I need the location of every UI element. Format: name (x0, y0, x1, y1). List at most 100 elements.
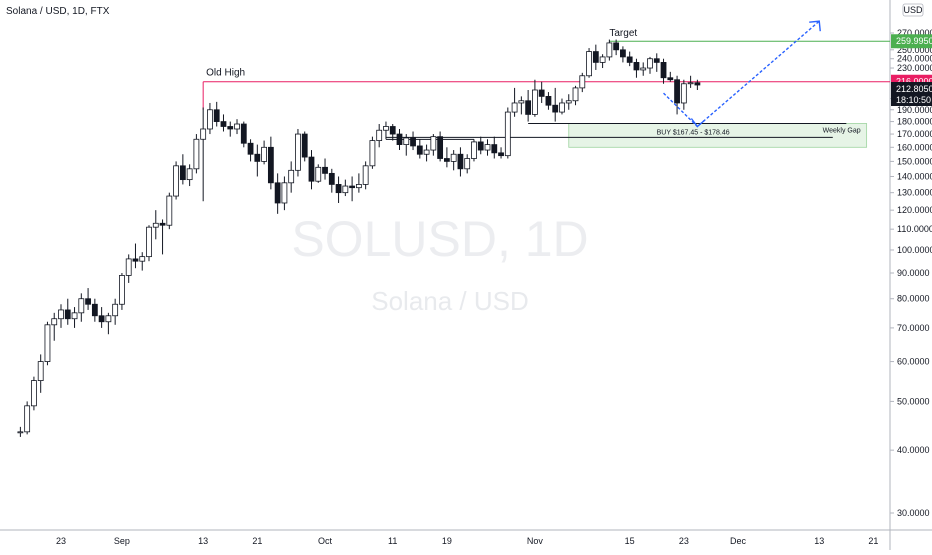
time-tick-label: 23 (679, 536, 689, 546)
price-tick-label: 170.0000 (897, 129, 932, 139)
candle-body (423, 149, 430, 155)
projection-path[interactable] (663, 20, 821, 128)
candle-body (538, 89, 545, 97)
buy-zone-label: BUY $167.45 - $178.46 (657, 129, 730, 136)
candle (504, 107, 511, 159)
candle-body (186, 168, 193, 181)
watermark-ticker: SOLUSD, 1D (291, 211, 588, 267)
candle-body (667, 77, 674, 81)
price-tick-label: 50.0000 (897, 396, 930, 406)
candle-body (288, 169, 295, 184)
candle (31, 376, 37, 411)
candle (626, 51, 633, 67)
candle (64, 298, 71, 325)
candle (207, 102, 213, 135)
candle (173, 161, 179, 200)
price-tick-label: 140.0000 (897, 171, 932, 181)
candle-body (295, 133, 301, 171)
candle-body (125, 258, 132, 276)
candle (450, 150, 457, 171)
candle (680, 79, 687, 110)
time-tick-label: 13 (198, 536, 208, 546)
candle-body (281, 182, 288, 204)
target-price-tag-bg (891, 34, 932, 49)
bar-countdown: 18:10:50 (896, 95, 931, 105)
candle-body (443, 158, 450, 162)
candle-body (322, 166, 328, 174)
candle-body (139, 256, 146, 262)
candle-body (78, 298, 85, 314)
candle (640, 62, 647, 76)
candle (37, 354, 44, 393)
candle-body (559, 102, 565, 113)
candle-body (254, 153, 261, 162)
candle-body (552, 104, 559, 113)
currency-badge[interactable] (902, 3, 924, 17)
candle-body (105, 315, 112, 323)
candle-body (376, 129, 383, 141)
candle-body (220, 121, 227, 127)
candle (322, 158, 328, 180)
last-price-tag-bg (891, 82, 932, 107)
candle (328, 168, 335, 193)
time-tick-label: 21 (252, 536, 262, 546)
candle (234, 119, 240, 135)
time-tick-label: 11 (388, 536, 397, 546)
candle (17, 426, 24, 437)
time-tick-label: 23 (56, 536, 66, 546)
candle (355, 173, 362, 193)
candle (335, 176, 342, 203)
candle (660, 58, 667, 84)
candle (484, 139, 491, 156)
candle (525, 89, 532, 122)
candle-body (416, 145, 423, 155)
candle-body (44, 324, 51, 362)
candle-body (132, 258, 139, 262)
price-tick-label: 180.0000 (897, 117, 932, 127)
price-tick-label: 250.0000 (897, 45, 932, 55)
candle (44, 321, 51, 366)
candle-body (349, 185, 356, 189)
candle-body (592, 51, 599, 63)
candle (213, 101, 220, 127)
candle-body (687, 82, 694, 85)
candle (119, 273, 125, 310)
currency-badge-label: USD (903, 5, 923, 15)
candle-body (58, 309, 64, 320)
candle-body (173, 165, 179, 197)
candle (599, 54, 606, 69)
time-axis[interactable]: 23 Sep 13 21 Oct 11 19 Nov 15 23 Dec 13 21 (56, 536, 878, 546)
candle (146, 225, 152, 262)
candle (369, 136, 376, 169)
candle-body (24, 405, 31, 433)
price-tick-label: 90.0000 (897, 268, 930, 278)
candle-body (98, 315, 105, 323)
candle-body (606, 42, 613, 58)
candle-body (37, 361, 44, 381)
candle-body (247, 142, 254, 155)
candle-body (342, 185, 349, 194)
time-tick-label: 15 (625, 536, 635, 546)
price-tick-label: 120.0000 (897, 205, 932, 215)
candle (159, 219, 166, 255)
price-tick-label: 190.0000 (897, 105, 932, 115)
candle-body (525, 100, 532, 115)
candle (247, 139, 254, 162)
time-tick-label: Oct (318, 536, 333, 546)
candle-body (166, 195, 173, 226)
candle (227, 121, 234, 137)
candle (105, 312, 112, 335)
candle-body (511, 102, 518, 113)
time-tick-label: 13 (814, 536, 824, 546)
candle-body (599, 56, 606, 63)
candle-body (477, 141, 484, 151)
arrowhead-up-icon (809, 20, 821, 32)
candle-body (464, 158, 471, 170)
candle-body (437, 136, 444, 159)
candle (308, 150, 315, 190)
candle (653, 53, 660, 72)
candle (410, 131, 416, 151)
candle (565, 94, 572, 110)
target-price-tag: 259.9950 (896, 36, 932, 46)
candle-body (213, 109, 220, 122)
